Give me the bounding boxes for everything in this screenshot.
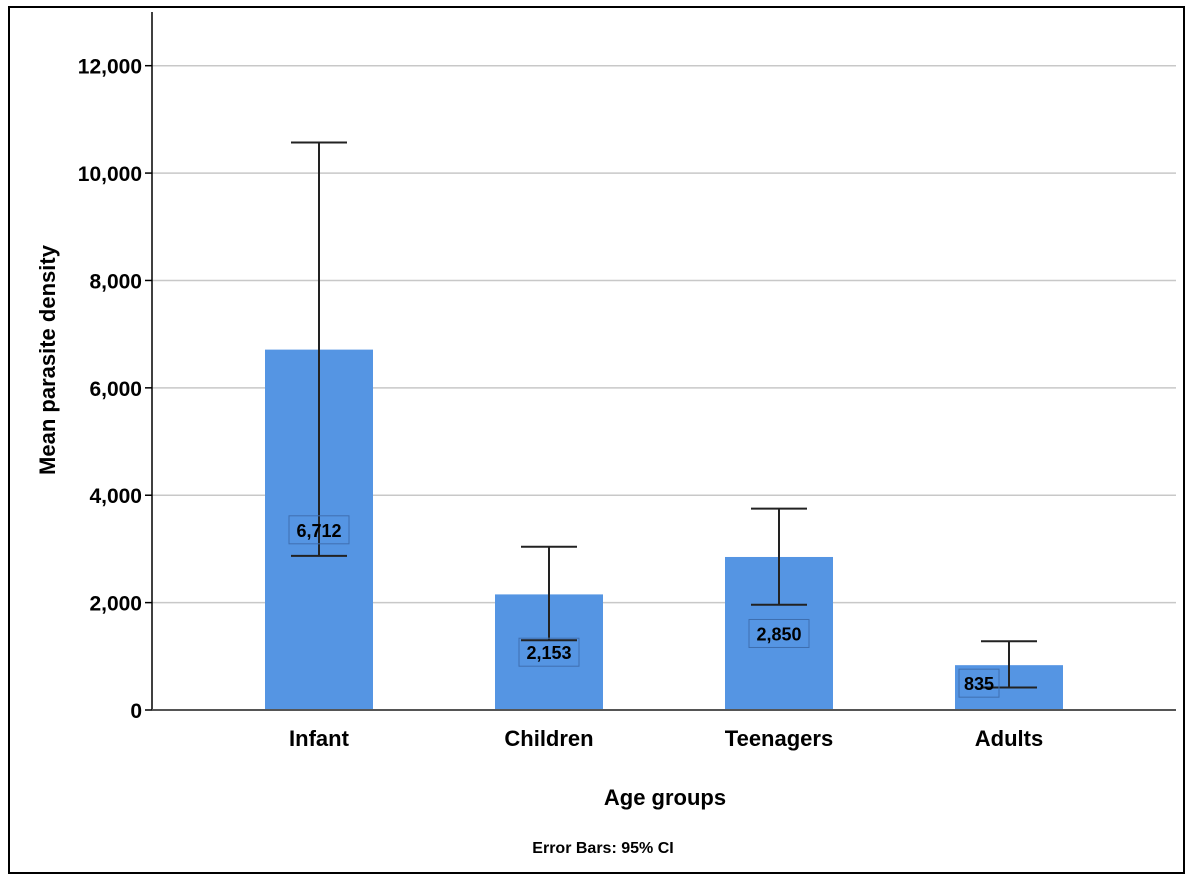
y-tick-label: 2,000	[89, 593, 142, 616]
x-axis-title: Age groups	[604, 785, 726, 810]
x-tick-label: Adults	[975, 726, 1043, 751]
x-ticks: Infant Children Teenagers Adults	[289, 726, 1043, 751]
y-axis-title: Mean parasite density	[35, 244, 60, 475]
data-labels: 6,712 2,153 2,850 835	[288, 515, 1000, 698]
bars	[265, 349, 1063, 710]
x-tick-label: Teenagers	[725, 726, 833, 751]
data-label-box	[518, 637, 580, 667]
data-label-box	[958, 668, 1000, 698]
y-tick-label: 8,000	[89, 270, 142, 293]
y-tick-label: 0	[130, 700, 142, 723]
error-bars	[291, 141, 1037, 689]
y-tick-label: 10,000	[78, 163, 142, 186]
data-label: 835	[964, 674, 994, 694]
data-label: 2,850	[756, 624, 801, 644]
error-bars-footnote: Error Bars: 95% CI	[532, 840, 673, 857]
x-tick-label: Children	[504, 726, 593, 751]
chart-frame	[8, 6, 1185, 874]
y-tick-label: 4,000	[89, 485, 142, 508]
axes	[151, 12, 1176, 711]
x-tick-label: Infant	[289, 726, 350, 751]
y-tick-label: 6,000	[89, 378, 142, 401]
data-label-box	[748, 618, 810, 648]
y-tick-label: 12,000	[78, 56, 142, 79]
y-ticks: 0 2,000 4,000 6,000 8,000 10,000 12,000	[78, 56, 152, 723]
data-label: 2,153	[526, 643, 571, 663]
data-label-box	[288, 515, 350, 545]
data-label: 6,712	[296, 521, 341, 541]
